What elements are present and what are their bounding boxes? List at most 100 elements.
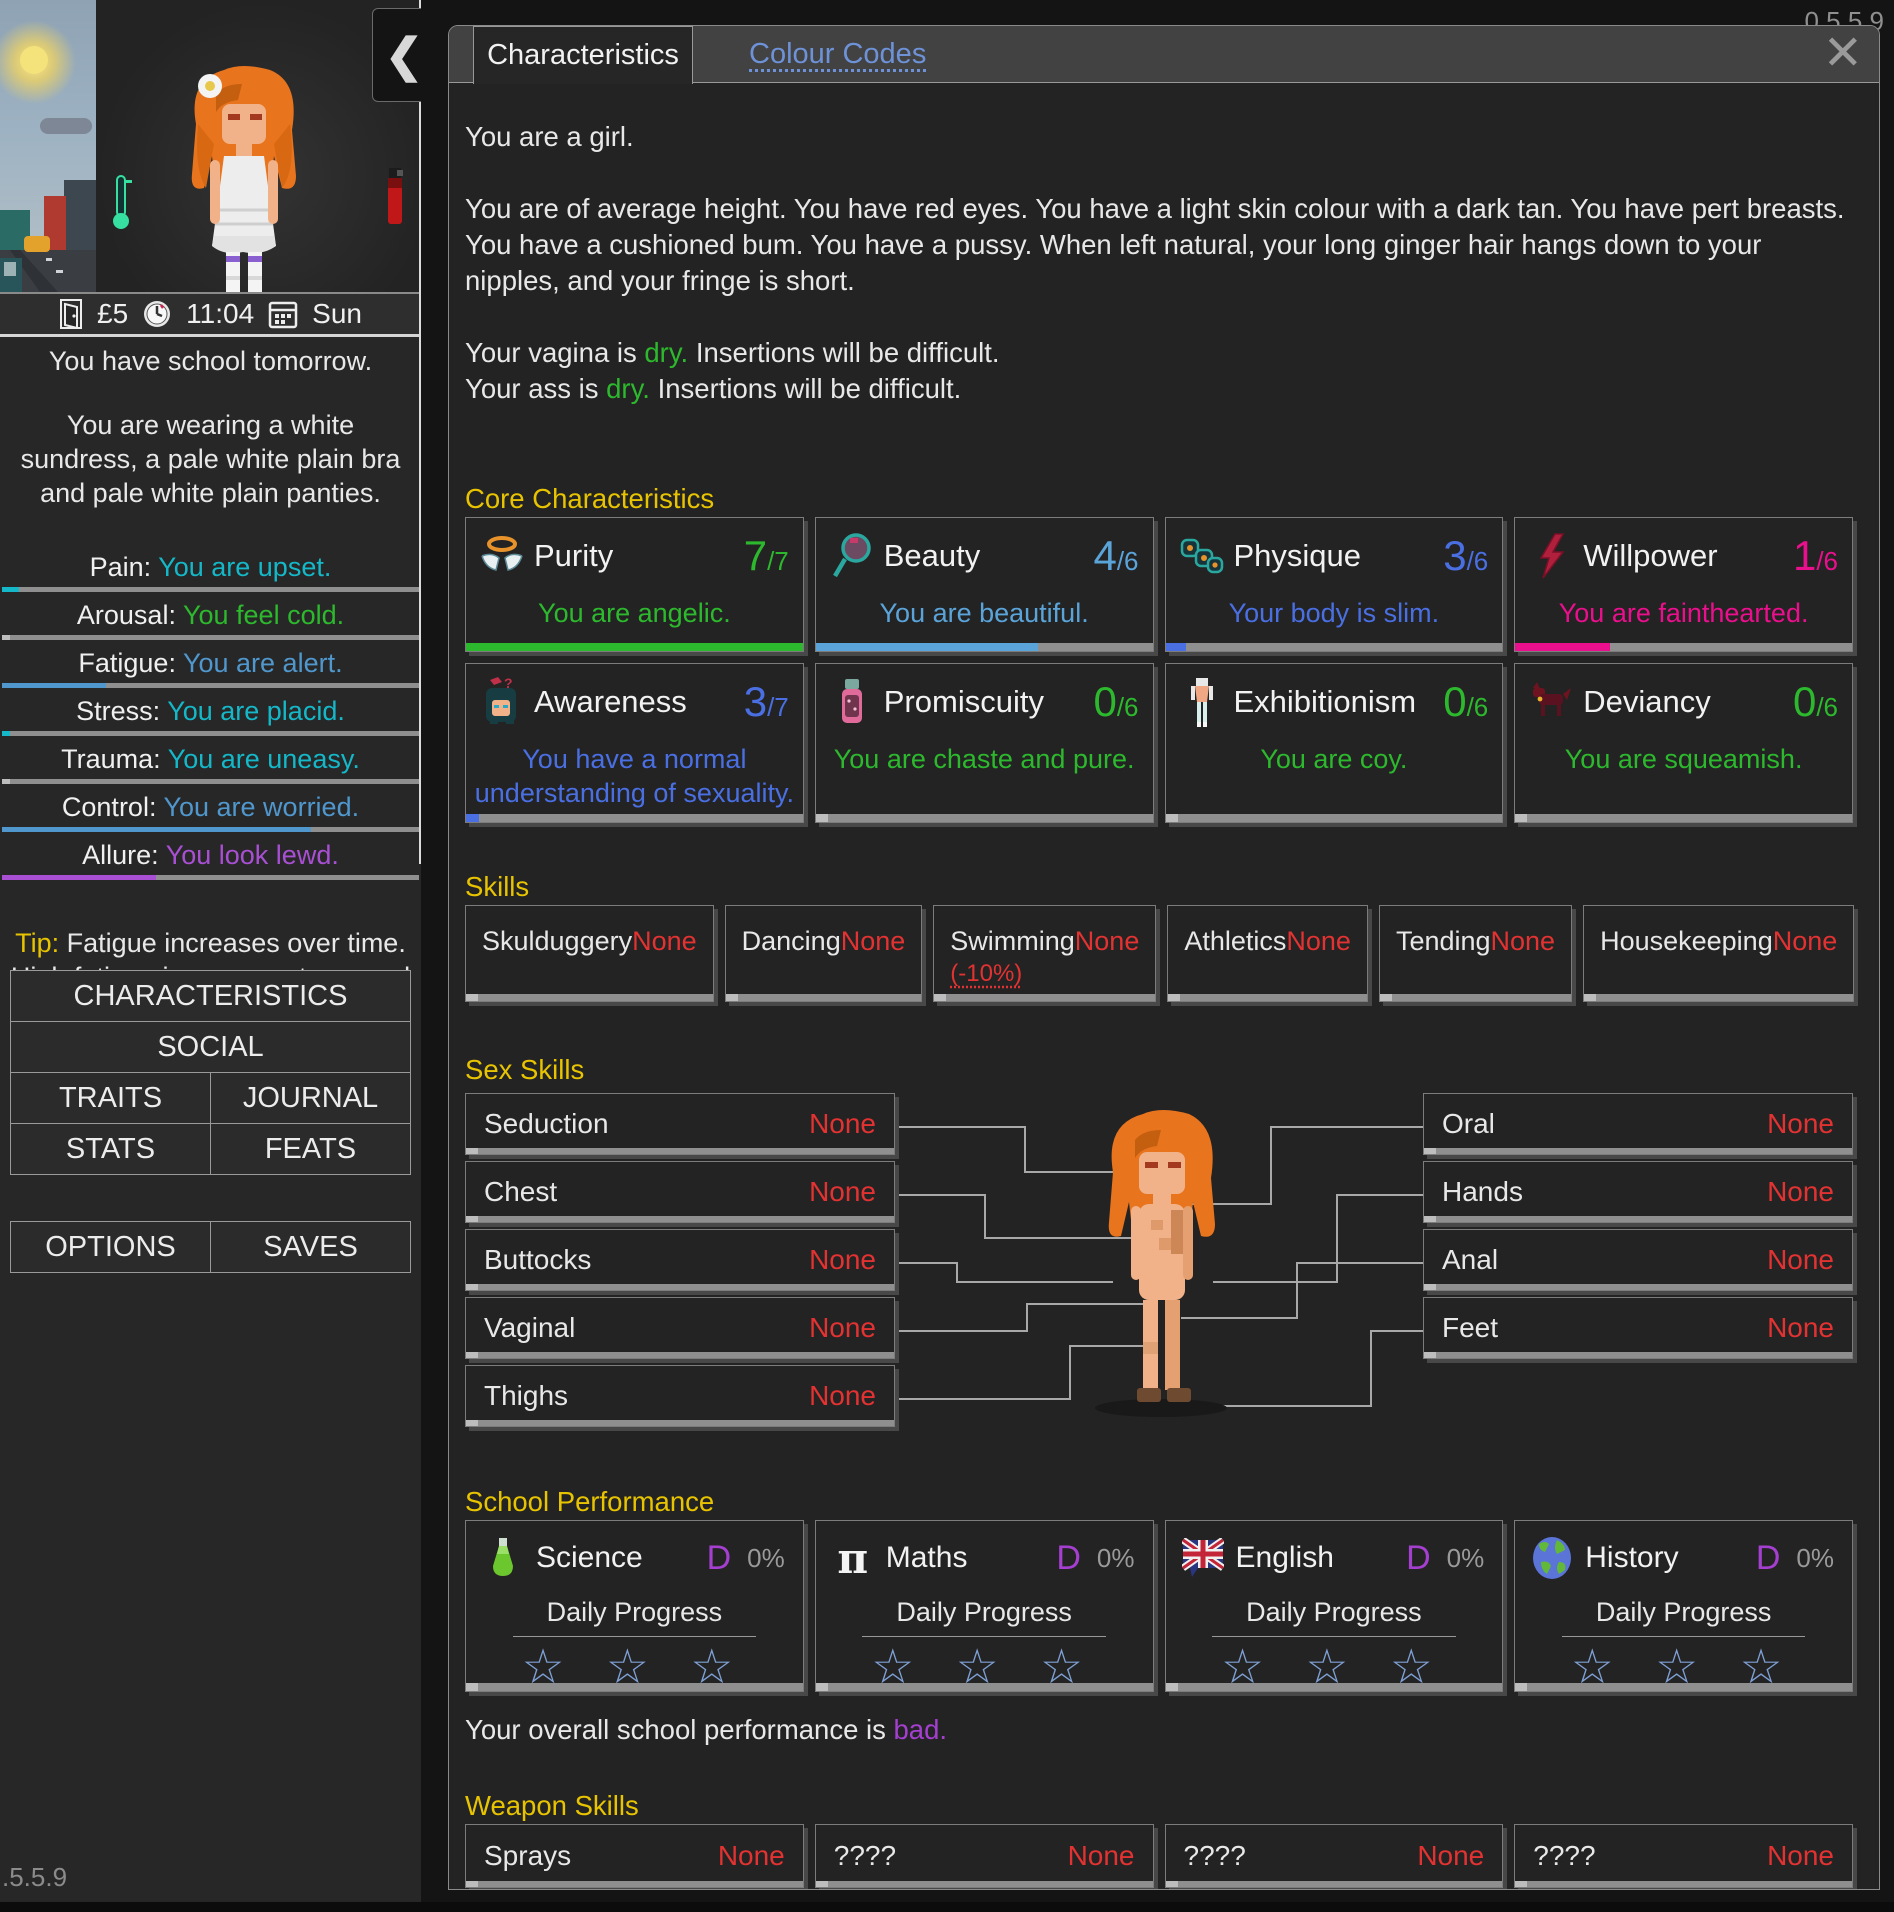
sidebar: ❮ £5 11:04 Sun You have school tomorrow.…: [0, 0, 422, 1912]
calendar-icon[interactable]: [268, 299, 298, 329]
saves-button[interactable]: SAVES: [210, 1221, 411, 1273]
stress-bar: [2, 731, 419, 736]
willpower-card: Willpower 1/6 You are fainthearted.: [1514, 517, 1853, 652]
journal-button[interactable]: JOURNAL: [210, 1072, 411, 1124]
panel-tab-bar: Characteristics Colour Codes ✕: [449, 26, 1879, 84]
tab-characteristics[interactable]: Characteristics: [473, 26, 693, 84]
thermometer-icon: [113, 175, 132, 229]
options-button[interactable]: OPTIONS: [10, 1221, 211, 1273]
hands-skill: Hands None: [1423, 1161, 1853, 1223]
lightning-icon: [1525, 530, 1577, 582]
sidebar-collapse-button[interactable]: ❮: [372, 8, 421, 102]
swimming-modifier-link[interactable]: (-10%): [950, 960, 1023, 987]
science-card: Science D 0% Daily Progress ☆ ☆ ☆: [465, 1520, 804, 1694]
deviancy-card: Deviancy 0/6 You are squeamish.: [1514, 663, 1853, 823]
core-characteristics-grid: Purity 7/7 You are angelic. Beauty 4/6 Y…: [465, 517, 1853, 823]
anal-skill: Anal None: [1423, 1229, 1853, 1291]
pi-icon: π: [837, 1533, 869, 1583]
stat-phrase: You feel cold.: [182, 600, 345, 630]
money-value[interactable]: £5: [97, 298, 129, 329]
wearing-description: You are wearing a white sundress, a pale…: [20, 410, 401, 508]
stat-phrase: You look lewd.: [165, 840, 339, 870]
lube-bottle-icon: [826, 676, 878, 728]
stat-pain: Pain: You are upset.: [0, 550, 421, 592]
characteristics-panel: Characteristics Colour Codes ✕ You are a…: [448, 25, 1880, 1890]
traits-button[interactable]: TRAITS: [10, 1072, 211, 1124]
athletics-skill: Athletics None: [1167, 905, 1368, 1002]
unknown-weapon-skill: ???? None: [1164, 1824, 1504, 1888]
tending-skill: Tending None: [1378, 905, 1573, 1002]
tab-colour-codes[interactable]: Colour Codes: [749, 37, 927, 70]
control-bar: [2, 827, 419, 832]
school-performance-grid: Science D 0% Daily Progress ☆ ☆ ☆ π Math…: [465, 1520, 1853, 1694]
bottom-band: [0, 1902, 1894, 1912]
time-value[interactable]: 11:04: [186, 298, 255, 329]
pepper-spray-icon: [388, 168, 403, 224]
sex-skills-heading: Sex Skills: [465, 1054, 585, 1085]
english-card: English D 0% Daily Progress ☆ ☆ ☆: [1164, 1520, 1504, 1694]
hud-bar: £5 11:04 Sun: [0, 292, 421, 337]
stat-trauma: Trauma: You are uneasy.: [0, 742, 421, 784]
hand-mirror-icon: [826, 530, 878, 582]
fatigue-bar: [2, 683, 419, 688]
weapon-skills-grid: Sprays None ???? None ???? None ???? None: [465, 1824, 1853, 1888]
gender-line: You are a girl.: [465, 121, 634, 152]
stats-button[interactable]: STATS: [10, 1123, 211, 1175]
stat-phrase: You are worried.: [163, 792, 360, 822]
arousal-bar: [2, 635, 419, 640]
feats-button[interactable]: FEATS: [210, 1123, 411, 1175]
characteristics-button[interactable]: CHARACTERISTICS: [10, 970, 411, 1022]
flask-icon: [480, 1535, 526, 1581]
feet-skill: Feet None: [1423, 1297, 1853, 1359]
exhibitionism-card: Exhibitionism 0/6 You are coy.: [1164, 663, 1504, 823]
stat-stress: Stress: You are placid.: [0, 694, 421, 736]
vaginal-skill: Vaginal None: [465, 1297, 895, 1359]
history-card: History D 0% Daily Progress ☆ ☆ ☆: [1514, 1520, 1853, 1694]
social-button[interactable]: SOCIAL: [10, 1021, 411, 1073]
stat-phrase: You are placid.: [167, 696, 345, 726]
pain-bar: [2, 587, 419, 592]
physique-card: Physique 3/6 Your body is slim.: [1164, 517, 1504, 652]
sidebar-divider: [419, 0, 422, 864]
promiscuity-card: Promiscuity 0/6 You are chaste and pure.: [814, 663, 1154, 823]
globe-icon: [1529, 1535, 1575, 1581]
clock-icon[interactable]: [142, 299, 172, 329]
close-icon[interactable]: ✕: [1822, 27, 1863, 80]
ass-status: Your ass is dry. Insertions will be diff…: [465, 373, 962, 404]
school-performance-heading: School Performance: [465, 1486, 715, 1517]
skulduggery-skill: Skulduggery None: [465, 905, 714, 1002]
school-summary: Your overall school performance is bad.: [465, 1714, 948, 1745]
beauty-card: Beauty 4/6 You are beautiful.: [814, 517, 1154, 652]
chest-skill: Chest None: [465, 1161, 895, 1223]
maths-card: π Maths D 0% Daily Progress ☆ ☆ ☆: [814, 1520, 1154, 1694]
sprays-skill: Sprays None: [465, 1824, 804, 1888]
sidebar-menu: CHARACTERISTICS SOCIAL TRAITS JOURNAL ST…: [10, 970, 411, 1175]
dancing-skill: Dancing None: [724, 905, 923, 1002]
day-value[interactable]: Sun: [312, 298, 362, 329]
stat-phrase: You are uneasy.: [167, 744, 360, 774]
stat-control: Control: You are worried.: [0, 790, 421, 832]
swimming-skill: Swimming None (-10%): [933, 905, 1157, 1002]
core-characteristics-heading: Core Characteristics: [465, 483, 715, 514]
awareness-card: ? Awareness 3/7 You have a normal unders…: [465, 663, 804, 823]
weights-icon: [1176, 530, 1228, 582]
housekeeping-skill: Housekeeping None: [1583, 905, 1855, 1002]
skills-heading: Skills: [465, 871, 530, 902]
stat-allure: Allure: You look lewd.: [0, 838, 421, 880]
character-stage: [96, 0, 421, 292]
oral-skill: Oral None: [1423, 1093, 1853, 1155]
seduction-skill: Seduction None: [465, 1093, 895, 1155]
unknown-weapon-skill: ???? None: [1514, 1824, 1853, 1888]
vagina-status: Your vagina is dry. Insertions will be d…: [465, 337, 1000, 368]
stat-phrase: You are upset.: [158, 552, 332, 582]
school-notice: You have school tomorrow.: [48, 346, 373, 376]
purity-card: Purity 7/7 You are angelic.: [465, 517, 804, 652]
trauma-bar: [2, 779, 419, 784]
player-sprite: [191, 66, 296, 292]
allure-bar: [2, 875, 419, 880]
sex-skills-diagram: Seduction None Chest None Buttocks None Vag…: [465, 1088, 1855, 1440]
buttocks-skill: Buttocks None: [465, 1229, 895, 1291]
character-viewport: ❮: [0, 0, 421, 292]
door-icon[interactable]: [59, 299, 83, 329]
outdoor-scene-thumbnail: [0, 0, 96, 292]
